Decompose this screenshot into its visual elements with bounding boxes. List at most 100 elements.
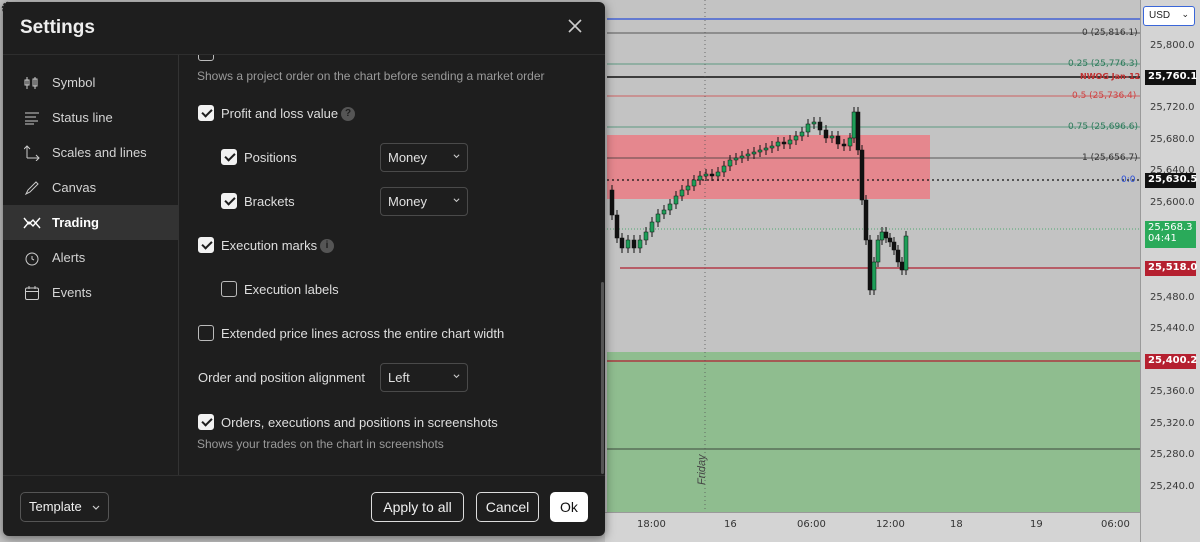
candle-body (763, 147, 769, 151)
positions-label: Positions (244, 150, 297, 165)
candle-body (709, 173, 715, 177)
sidebar-item-label: Trading (52, 215, 99, 230)
candle-body (649, 221, 655, 233)
candle-body (727, 159, 733, 167)
alarm-clock-icon (23, 249, 41, 267)
candle-body (903, 235, 909, 271)
price-label: 25,440.0 (1150, 323, 1195, 334)
template-dropdown[interactable]: Template (20, 492, 109, 522)
candle-body (859, 149, 865, 201)
sidebar-item-canvas[interactable]: Canvas (3, 170, 179, 205)
sidebar-item-symbol[interactable]: Symbol (3, 65, 179, 100)
candle-body (871, 261, 877, 291)
chevron-down-icon: ⌄ (1181, 9, 1189, 19)
screenshots-label: Orders, executions and positions in scre… (221, 415, 498, 430)
brackets-checkbox[interactable] (221, 193, 237, 209)
project-order-hint: Shows a project order on the chart befor… (197, 69, 545, 83)
price-label: 25,280.0 (1150, 449, 1195, 460)
sidebar-item-label: Canvas (52, 180, 97, 195)
price-label: 25,600.0 (1150, 197, 1195, 208)
nwog-price-tag: 25,760.1 (1145, 70, 1197, 85)
candle-body (614, 214, 620, 239)
fib-025-label: 0.25 (25,776.3) (1068, 59, 1139, 69)
candle-body (799, 131, 805, 137)
countdown-value: 04:41 (1148, 233, 1177, 244)
candle-body (793, 135, 799, 141)
candle-body (739, 155, 745, 159)
candle-body (691, 179, 697, 187)
time-label: 12:00 (876, 519, 905, 530)
candle-body (847, 137, 853, 147)
candle-body (619, 237, 625, 249)
profit-loss-label: Profit and loss value (221, 106, 339, 121)
price-label: 25,720.0 (1150, 102, 1195, 113)
candlesticks (609, 107, 909, 295)
currency-dropdown[interactable]: USD ⌄ (1143, 6, 1195, 26)
price-label: 25,320.0 (1150, 418, 1195, 429)
extended-lines-checkbox[interactable] (198, 325, 214, 341)
sidebar-item-scales[interactable]: Scales and lines (3, 135, 179, 170)
content-scrollbar[interactable] (601, 282, 604, 474)
fib-05-label: 0.5 (25,736.4) (1072, 91, 1137, 101)
candle-body (823, 129, 829, 139)
symbol-icon (23, 74, 41, 92)
help-icon[interactable]: ? (341, 107, 355, 121)
positions-checkbox[interactable] (221, 149, 237, 165)
supply-zone (607, 135, 930, 199)
candle-body (703, 173, 709, 177)
trading-settings-panel: Shows a project order on the chart befor… (180, 55, 605, 475)
profit-loss-checkbox[interactable] (198, 105, 214, 121)
brackets-label: Brackets (244, 194, 295, 209)
positions-select[interactable]: Money (380, 143, 468, 172)
select-value: Money (388, 194, 428, 209)
sidebar-item-label: Scales and lines (52, 145, 147, 160)
execution-labels-label: Execution labels (244, 282, 339, 297)
chevron-down-icon (92, 505, 100, 510)
candle-body (867, 239, 873, 291)
time-label: 19 (1030, 519, 1043, 530)
price-label: 25,360.0 (1150, 386, 1195, 397)
red-level-tag: 25,400.2 (1145, 354, 1197, 369)
sidebar-item-alerts[interactable]: Alerts (3, 240, 179, 275)
execution-labels-checkbox[interactable] (221, 281, 237, 297)
candle-body (887, 237, 893, 243)
time-label: 18 (950, 519, 963, 530)
candle-body (829, 135, 835, 139)
screenshots-checkbox[interactable] (198, 414, 214, 430)
candle-body (817, 121, 823, 131)
sidebar-item-trading[interactable]: Trading (3, 205, 179, 240)
info-icon[interactable]: i (320, 239, 334, 253)
ok-button[interactable]: Ok (550, 492, 588, 522)
cancel-button[interactable]: Cancel (476, 492, 539, 522)
candle-body (751, 151, 757, 155)
candle-body (879, 231, 885, 241)
chevron-down-icon (453, 374, 460, 379)
candle-body (631, 239, 637, 249)
project-order-checkbox[interactable] (198, 55, 214, 61)
fib-1-label: 1 (25,656.7) (1082, 153, 1138, 163)
current-price-tag: 25,630.5 (1145, 173, 1197, 188)
candle-body (685, 185, 691, 191)
sidebar-item-status-line[interactable]: Status line (3, 100, 179, 135)
candle-body (781, 141, 787, 145)
apply-to-all-button[interactable]: Apply to all (371, 492, 464, 522)
candle-body (667, 203, 673, 211)
sidebar-item-events[interactable]: Events (3, 275, 179, 310)
execution-marks-checkbox[interactable] (198, 237, 214, 253)
brackets-select[interactable]: Money (380, 187, 468, 216)
nwog-label: NWOG Jan-12 (1080, 72, 1141, 81)
close-icon[interactable] (566, 17, 584, 35)
candle-body (851, 111, 857, 139)
candle-body (891, 241, 897, 251)
status-line-icon (23, 109, 41, 127)
extended-lines-label: Extended price lines across the entire c… (221, 326, 505, 341)
candle-body (883, 231, 889, 239)
alignment-select[interactable]: Left (380, 363, 468, 392)
candle-body (637, 239, 643, 249)
time-axis[interactable] (605, 512, 1140, 542)
sidebar-item-label: Symbol (52, 75, 96, 90)
candle-body (609, 189, 615, 216)
select-value: Left (388, 370, 410, 385)
price-label: 25,480.0 (1150, 292, 1195, 303)
fib-0-label: 0 (25,816.1) (1082, 28, 1138, 38)
